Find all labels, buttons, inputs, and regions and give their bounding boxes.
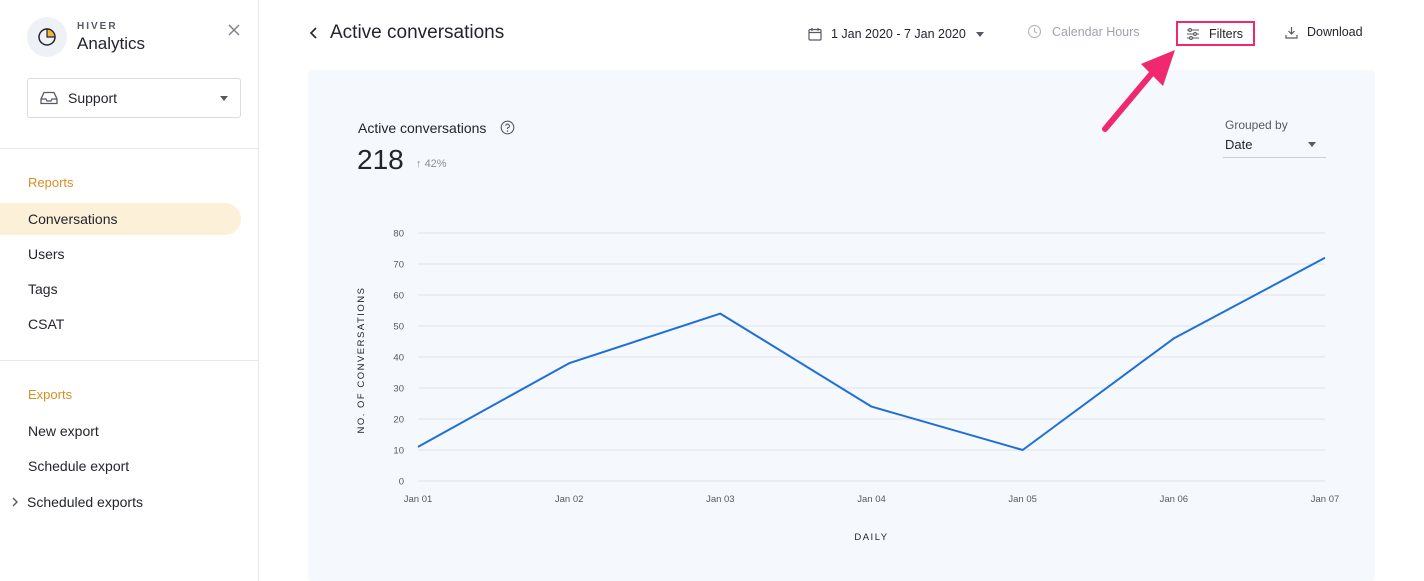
- y-tick-label: 80: [393, 229, 404, 240]
- y-tick-label: 20: [393, 415, 404, 426]
- sidebar-item-new-export[interactable]: New export: [28, 423, 99, 439]
- sidebar-item-scheduled-exports[interactable]: Scheduled exports: [27, 494, 143, 510]
- sidebar-item-csat[interactable]: CSAT: [28, 316, 65, 332]
- y-tick-label: 30: [393, 384, 404, 395]
- filters-label: Filters: [1209, 26, 1244, 41]
- brand-product: Analytics: [77, 33, 146, 53]
- back-arrow-icon[interactable]: [306, 24, 320, 42]
- inbox-select[interactable]: Support: [27, 78, 241, 118]
- close-icon[interactable]: [226, 22, 242, 38]
- y-tick-label: 0: [399, 477, 404, 488]
- calendar-hours-label: Calendar Hours: [1052, 24, 1140, 39]
- grouped-by-value: Date: [1225, 137, 1253, 152]
- exports-section-title: Exports: [28, 387, 73, 402]
- series-line: [417, 256, 1326, 451]
- x-tick-label: Jan 07: [1311, 494, 1340, 505]
- download-label: Download: [1307, 25, 1363, 39]
- y-tick-label: 40: [393, 353, 404, 364]
- sidebar-item-tags[interactable]: Tags: [28, 281, 58, 297]
- page-title: Active conversations: [330, 22, 505, 43]
- brand-company: HIVER: [77, 20, 118, 32]
- help-icon[interactable]: [500, 120, 515, 135]
- x-tick-label: Jan 06: [1160, 494, 1189, 505]
- chevron-right-icon[interactable]: [11, 496, 19, 508]
- x-tick-label: Jan 02: [555, 494, 584, 505]
- inbox-icon: [40, 91, 58, 105]
- y-tick-label: 70: [393, 260, 404, 271]
- y-tick-label: 60: [393, 291, 404, 302]
- active-nav-highlight: [0, 203, 241, 235]
- clock-icon: [1027, 24, 1042, 39]
- arrow-up-icon: ↑: [416, 158, 422, 170]
- grouped-by-select[interactable]: Date: [1223, 134, 1326, 158]
- chevron-down-icon: [220, 96, 228, 101]
- sidebar-item-conversations[interactable]: Conversations: [28, 211, 118, 227]
- x-tick-label: Jan 05: [1008, 494, 1037, 505]
- metric-value: 218: [357, 144, 404, 175]
- filters-button[interactable]: Filters: [1176, 21, 1255, 46]
- sidebar: HIVER Analytics Support Reports Conversa…: [0, 0, 259, 581]
- brand: HIVER Analytics: [27, 17, 145, 57]
- date-range-picker[interactable]: 1 Jan 2020 - 7 Jan 2020: [808, 24, 984, 44]
- chevron-down-icon: [1308, 142, 1316, 147]
- metric-delta: ↑ 42%: [416, 158, 447, 170]
- calendar-hours-toggle[interactable]: Calendar Hours: [1027, 24, 1140, 39]
- download-button[interactable]: Download: [1285, 25, 1363, 39]
- x-tick-label: Jan 03: [706, 494, 735, 505]
- annotation-arrow-icon: [1102, 50, 1175, 132]
- inbox-select-value: Support: [68, 90, 118, 106]
- reports-section-title: Reports: [28, 175, 74, 190]
- sidebar-item-schedule-export[interactable]: Schedule export: [28, 458, 130, 474]
- line-chart: 0 10 20 30 40 50 60 70 80 Jan 01 Jan 02 Jan 03 Jan 0…: [356, 229, 1340, 544]
- date-range-value: 1 Jan 2020 - 7 Jan 2020: [831, 27, 966, 41]
- y-tick-label: 10: [393, 446, 404, 457]
- sidebar-item-users[interactable]: Users: [28, 246, 65, 262]
- y-tick-label: 50: [393, 322, 404, 333]
- grouped-by-label: Grouped by: [1225, 118, 1288, 132]
- divider: [0, 360, 258, 361]
- divider: [0, 148, 258, 149]
- metric-label: Active conversations: [358, 120, 487, 136]
- download-icon: [1285, 26, 1298, 39]
- sliders-icon: [1187, 27, 1199, 40]
- chevron-down-icon: [975, 31, 984, 37]
- metric-delta-value: 42%: [424, 158, 447, 170]
- y-axis-title: NO. OF CONVERSATIONS: [356, 286, 367, 433]
- x-tick-label: Jan 04: [857, 494, 886, 505]
- x-tick-label: Jan 01: [404, 494, 433, 505]
- x-axis-title: DAILY: [854, 532, 888, 543]
- analytics-logo-icon: [27, 17, 67, 57]
- calendar-icon: [808, 28, 822, 41]
